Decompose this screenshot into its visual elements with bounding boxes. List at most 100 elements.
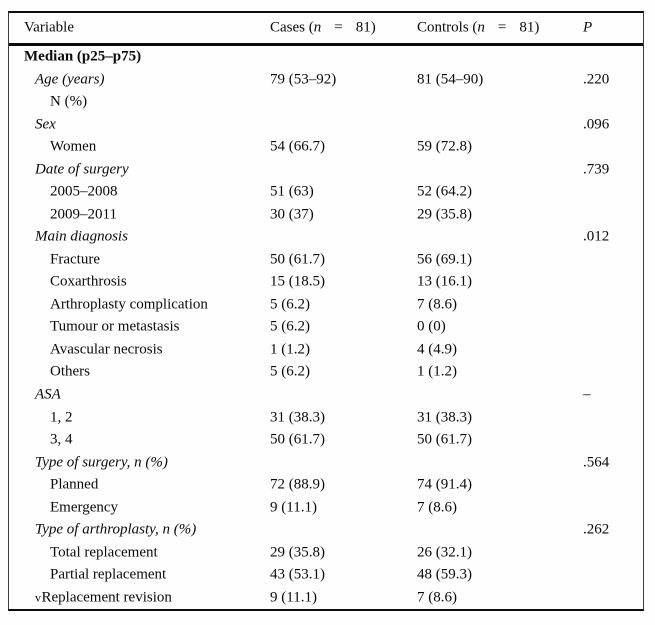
row-label: Women: [50, 138, 97, 155]
row-label: Tumour or metastasis: [50, 318, 180, 335]
cases-value: 54 (66.7): [270, 138, 325, 155]
cases-value: 1 (1.2): [270, 341, 310, 358]
table-row: Main diagnosis .012: [9, 226, 643, 249]
table-row: Type of arthroplasty, n (%) .262: [9, 519, 643, 542]
row-label: Fracture: [50, 251, 100, 268]
controls-value: 81 (54–90): [417, 71, 484, 88]
controls-value: 29 (35.8): [417, 206, 472, 223]
row-label: Planned: [50, 476, 99, 493]
table-frame: Variable Cases (n = 81) Controls (n = 81) P …: [8, 11, 644, 611]
table-row: Others 5 (6.2) 1 (1.2): [9, 361, 643, 384]
controls-value: 31 (38.3): [417, 409, 472, 425]
cases-value: 31 (38.3): [270, 409, 325, 425]
cases-header-count: 81): [355, 19, 376, 36]
table-row: Date of surgery .739: [9, 159, 643, 182]
row-label: Age (years): [35, 71, 105, 88]
row-label: 2009–2011: [50, 206, 117, 223]
cases-value: 79 (53–92): [270, 71, 337, 88]
row-label: N (%): [50, 93, 88, 110]
row-label: Date of surgery: [35, 161, 129, 178]
table-row: Coxarthrosis 15 (18.5) 13 (16.1): [9, 271, 643, 294]
cases-header-n: n: [313, 19, 322, 36]
row-label: 1, 2: [50, 409, 73, 425]
controls-value: 7 (8.6): [417, 499, 457, 516]
controls-value: 56 (69.1): [417, 251, 472, 268]
row-label: Total replacement: [50, 544, 158, 561]
table-row: vReplacement revision 9 (11.1) 7 (8.6): [9, 586, 643, 609]
cases-value: 9 (11.1): [270, 589, 317, 606]
cases-value: 30 (37): [270, 206, 314, 223]
controls-value: 4 (4.9): [417, 341, 457, 358]
cases-value: 50 (61.7): [270, 251, 325, 268]
controls-value: 13 (16.1): [417, 273, 472, 290]
controls-value: 74 (91.4): [417, 476, 472, 493]
p-value: .739: [583, 161, 610, 178]
footnote-marker: v: [35, 590, 42, 605]
column-header-p: P: [583, 19, 593, 36]
row-label: vReplacement revision: [35, 589, 172, 606]
table-row: ASA –: [9, 384, 643, 407]
cases-value: 29 (35.8): [270, 544, 325, 561]
p-value: .220: [583, 71, 610, 88]
table-row: Women 54 (66.7) 59 (72.8): [9, 136, 643, 159]
controls-value: 1 (1.2): [417, 363, 457, 380]
row-label: Type of arthroplasty, n (%): [35, 521, 197, 538]
row-label: Others: [50, 363, 90, 380]
table-row: N (%): [9, 91, 643, 114]
table-row: Avascular necrosis 1 (1.2) 4 (4.9): [9, 339, 643, 362]
controls-value: 0 (0): [417, 318, 446, 335]
cases-value: 5 (6.2): [270, 318, 310, 335]
column-header-controls: Controls (n = 81): [417, 20, 539, 37]
row-label: Coxarthrosis: [50, 273, 127, 290]
table-row: 2005–2008 51 (63) 52 (64.2): [9, 181, 643, 204]
controls-header-n: n: [477, 19, 485, 36]
row-label: Sex: [35, 116, 56, 133]
controls-value: 50 (61.7): [417, 431, 472, 448]
row-label: Arthroplasty complication: [50, 296, 208, 313]
table-header-row: Variable Cases (n = 81) Controls (n = 81) P: [9, 13, 643, 46]
row-label: Emergency: [50, 499, 119, 516]
table-row: Age (years) 79 (53–92) 81 (54–90) .220: [9, 69, 643, 92]
table-row: Planned 72 (88.9) 74 (91.4): [9, 474, 643, 497]
p-value: .012: [583, 228, 610, 245]
cases-header-equals: =: [334, 19, 343, 36]
column-header-variable: Variable: [24, 19, 74, 36]
table-row: 3, 4 50 (61.7) 50 (61.7): [9, 429, 643, 452]
row-label: 2005–2008: [50, 183, 118, 200]
table-row: Partial replacement 43 (53.1) 48 (59.3): [9, 564, 643, 587]
row-label: ASA: [35, 386, 61, 403]
controls-value: 48 (59.3): [417, 566, 472, 583]
column-header-cases: Cases (n = 81): [270, 20, 376, 37]
controls-value: 52 (64.2): [417, 183, 472, 200]
row-label: Type of surgery, n (%): [35, 454, 168, 471]
controls-header-equals: =: [497, 19, 507, 36]
controls-value: 59 (72.8): [417, 138, 472, 155]
cases-value: 50 (61.7): [270, 431, 325, 448]
row-label: Partial replacement: [50, 566, 167, 583]
cases-value: 9 (11.1): [270, 499, 317, 516]
cases-value: 43 (53.1): [270, 566, 325, 583]
table-row: Arthroplasty complication 5 (6.2) 7 (8.6): [9, 294, 643, 317]
row-label: 3, 4: [50, 431, 73, 448]
table-row: 2009–2011 30 (37) 29 (35.8): [9, 204, 643, 227]
p-value: .096: [583, 116, 610, 133]
p-value: .564: [583, 454, 610, 471]
table-row: Emergency 9 (11.1) 7 (8.6): [9, 496, 643, 519]
table-row: Total replacement 29 (35.8) 26 (32.1): [9, 541, 643, 564]
controls-header-text: Controls (: [417, 19, 478, 36]
row-label: Main diagnosis: [35, 228, 128, 245]
table-row: Tumour or metastasis 5 (6.2) 0 (0): [9, 316, 643, 339]
controls-value: 7 (8.6): [417, 589, 457, 606]
cases-value: 5 (6.2): [270, 363, 310, 380]
cases-value: 15 (18.5): [270, 273, 325, 290]
p-value: .262: [583, 521, 610, 538]
row-label: Avascular necrosis: [50, 341, 163, 358]
p-value: –: [583, 386, 591, 403]
controls-value: 7 (8.6): [417, 296, 457, 313]
controls-header-count: 81): [519, 19, 540, 36]
table-row: Fracture 50 (61.7) 56 (69.1): [9, 249, 643, 272]
cases-value: 51 (63): [270, 183, 314, 200]
table-row: Sex .096: [9, 114, 643, 137]
cases-value: 5 (6.2): [270, 296, 310, 313]
